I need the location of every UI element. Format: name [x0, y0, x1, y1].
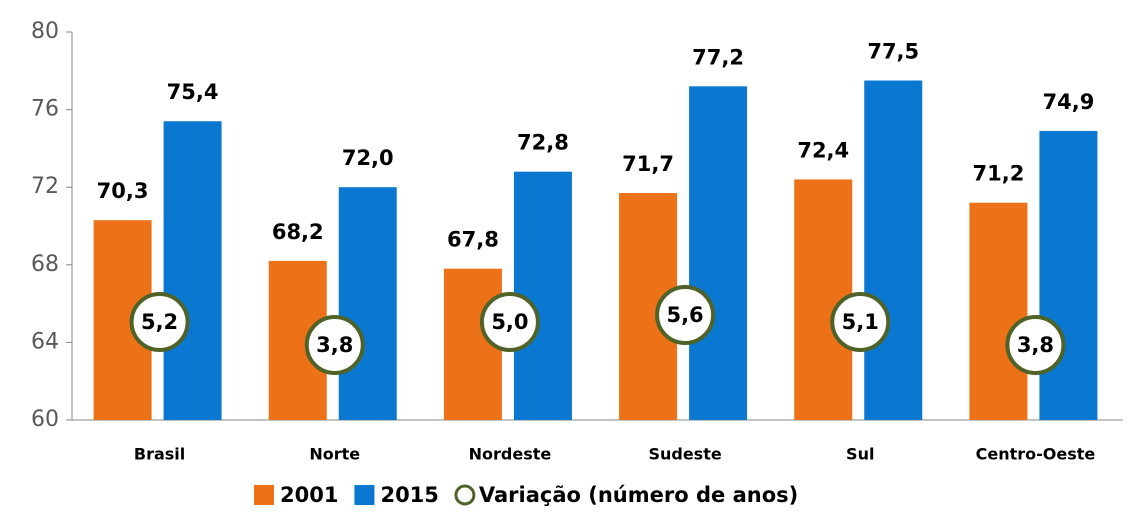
legend-label: Variação (número de anos): [479, 483, 798, 507]
data-label: 75,4: [167, 80, 219, 104]
variation-label: 3,8: [1017, 333, 1054, 357]
bar: [689, 86, 748, 420]
legend-label: 2001: [280, 483, 338, 507]
variation-circle: [655, 285, 716, 345]
data-label: 68,2: [272, 220, 324, 244]
variation-label: 5,6: [666, 303, 703, 327]
data-label: 74,9: [1043, 90, 1095, 114]
legend-label: 2015: [380, 483, 438, 507]
x-tick-label: Sudeste: [648, 445, 721, 464]
x-tick-label: Sul: [846, 445, 874, 464]
variation-circle: [479, 292, 540, 352]
x-tick-label: Centro-Oeste: [976, 445, 1096, 464]
x-tick-label: Nordeste: [469, 445, 552, 464]
bar: [1039, 130, 1098, 420]
data-label: 72,4: [797, 138, 849, 162]
variation-label: 3,8: [316, 333, 353, 357]
data-label: 71,7: [622, 152, 674, 176]
bar: [338, 187, 397, 420]
data-label: 67,8: [447, 228, 499, 252]
data-label: 77,2: [692, 45, 744, 69]
data-label: 71,2: [973, 162, 1025, 186]
variation-circle: [1005, 315, 1066, 375]
y-tick-label: 68: [31, 252, 59, 277]
legend-swatch: [254, 485, 274, 505]
data-label: 70,3: [97, 179, 149, 203]
x-tick-label: Brasil: [134, 445, 185, 464]
bar: [864, 80, 923, 420]
data-label: 72,0: [342, 146, 394, 170]
y-tick-label: 76: [31, 97, 59, 122]
legend-swatch: [354, 485, 375, 505]
x-tick-label: Norte: [309, 445, 360, 464]
data-label: 72,8: [517, 131, 569, 155]
variation-circle: [830, 292, 891, 352]
variation-label: 5,0: [491, 310, 528, 334]
y-tick-label: 80: [31, 19, 59, 44]
y-tick-label: 60: [31, 407, 59, 432]
y-tick-label: 64: [31, 329, 59, 354]
y-tick-label: 72: [31, 174, 59, 199]
variation-label: 5,2: [141, 310, 178, 334]
variation-circle: [129, 292, 190, 352]
bar: [969, 202, 1028, 420]
variation-label: 5,1: [842, 310, 879, 334]
bar: [163, 121, 222, 421]
legend-swatch: [454, 484, 476, 506]
variation-circle: [304, 315, 365, 375]
data-label: 77,5: [867, 40, 919, 64]
